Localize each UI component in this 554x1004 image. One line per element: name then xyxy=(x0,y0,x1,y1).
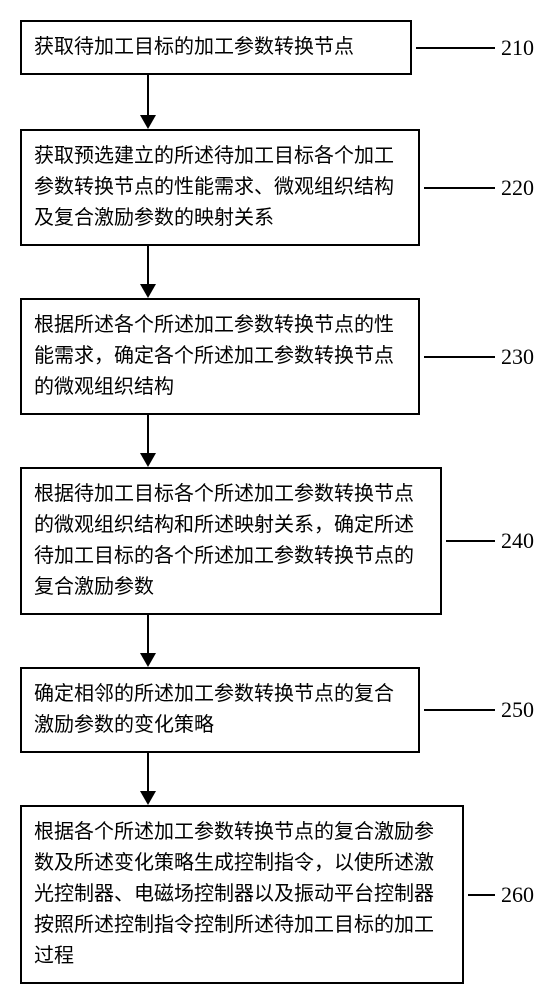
arrow-head-icon xyxy=(140,284,156,298)
flow-step: 根据各个所述加工参数转换节点的复合激励参数及所述变化策略生成控制指令，以使所述激… xyxy=(20,805,534,984)
label-connector xyxy=(446,540,495,542)
flow-step: 根据所述各个所述加工参数转换节点的性能需求，确定各个所述加工参数转换节点的微观组… xyxy=(20,298,534,415)
label-connector xyxy=(424,356,495,358)
arrow-head-icon xyxy=(140,453,156,467)
flow-step: 根据待加工目标各个所述加工参数转换节点的微观组织结构和所述映射关系，确定所述待加… xyxy=(20,467,534,615)
step-label: 240 xyxy=(501,528,534,554)
arrow-line xyxy=(147,75,149,115)
step-label: 250 xyxy=(501,697,534,723)
arrow-head-icon xyxy=(140,653,156,667)
arrow-down xyxy=(140,615,156,667)
flowchart-container: 获取待加工目标的加工参数转换节点 210 获取预选建立的所述待加工目标各个加工参… xyxy=(20,20,534,984)
label-connector xyxy=(424,187,495,189)
arrow-down xyxy=(140,415,156,467)
label-connector xyxy=(424,709,495,711)
label-connector xyxy=(468,894,495,896)
step-box-240: 根据待加工目标各个所述加工参数转换节点的微观组织结构和所述映射关系，确定所述待加… xyxy=(20,467,442,615)
flow-step: 确定相邻的所述加工参数转换节点的复合激励参数的变化策略 250 xyxy=(20,667,534,753)
arrow-line xyxy=(147,246,149,284)
step-box-210: 获取待加工目标的加工参数转换节点 xyxy=(20,20,412,75)
arrow-down xyxy=(140,753,156,805)
arrow-line xyxy=(147,753,149,791)
arrow-head-icon xyxy=(140,791,156,805)
step-box-250: 确定相邻的所述加工参数转换节点的复合激励参数的变化策略 xyxy=(20,667,420,753)
step-box-220: 获取预选建立的所述待加工目标各个加工参数转换节点的性能需求、微观组织结构及复合激… xyxy=(20,129,420,246)
flow-step: 获取待加工目标的加工参数转换节点 210 xyxy=(20,20,534,75)
arrow-head-icon xyxy=(140,115,156,129)
step-box-230: 根据所述各个所述加工参数转换节点的性能需求，确定各个所述加工参数转换节点的微观组… xyxy=(20,298,420,415)
flow-step: 获取预选建立的所述待加工目标各个加工参数转换节点的性能需求、微观组织结构及复合激… xyxy=(20,129,534,246)
label-connector xyxy=(416,47,495,49)
arrow-down xyxy=(140,75,156,129)
step-box-260: 根据各个所述加工参数转换节点的复合激励参数及所述变化策略生成控制指令，以使所述激… xyxy=(20,805,464,984)
step-label: 210 xyxy=(501,35,534,61)
step-label: 230 xyxy=(501,344,534,370)
arrow-line xyxy=(147,615,149,653)
step-label: 260 xyxy=(501,882,534,908)
arrow-line xyxy=(147,415,149,453)
arrow-down xyxy=(140,246,156,298)
step-label: 220 xyxy=(501,175,534,201)
